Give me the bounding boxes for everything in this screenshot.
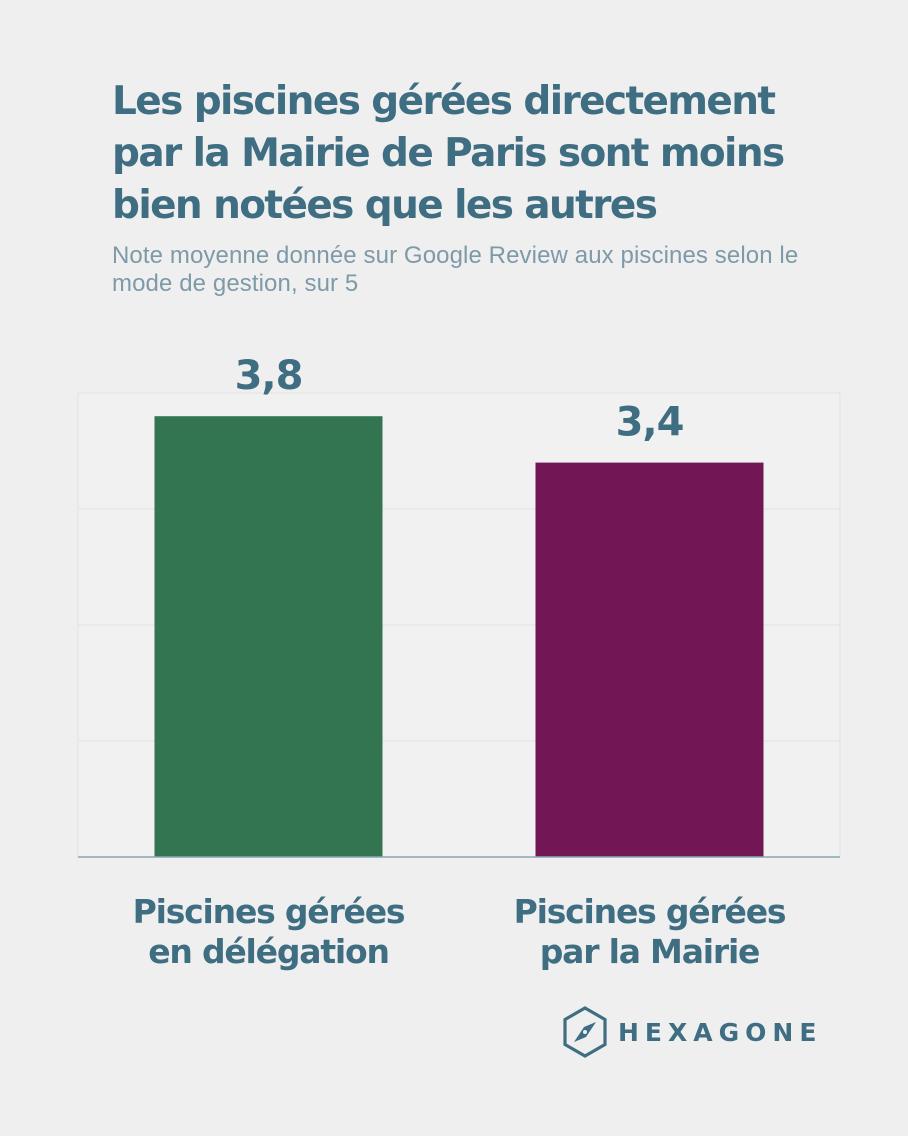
chart-title: Les piscines gérées directement par la M…	[112, 79, 785, 228]
chart-subtitle: Note moyenne donnée sur Google Review au…	[112, 242, 799, 297]
category-label: en délégation	[148, 932, 389, 971]
value-label: 3,8	[235, 353, 303, 399]
value-label: 3,4	[616, 400, 684, 446]
bar	[154, 416, 383, 857]
category-label: Piscines gérées	[514, 892, 786, 931]
bar	[535, 462, 764, 857]
value-labels: 3,8 3,4	[235, 353, 685, 446]
hexagone-logo: HEXAGONE	[562, 1006, 822, 1058]
brand-name: HEXAGONE	[618, 1017, 823, 1047]
category-label: par la Mairie	[540, 932, 760, 971]
hexagon-compass-icon	[563, 1006, 607, 1058]
bars	[154, 416, 764, 857]
category-label: Piscines gérées	[133, 892, 405, 931]
